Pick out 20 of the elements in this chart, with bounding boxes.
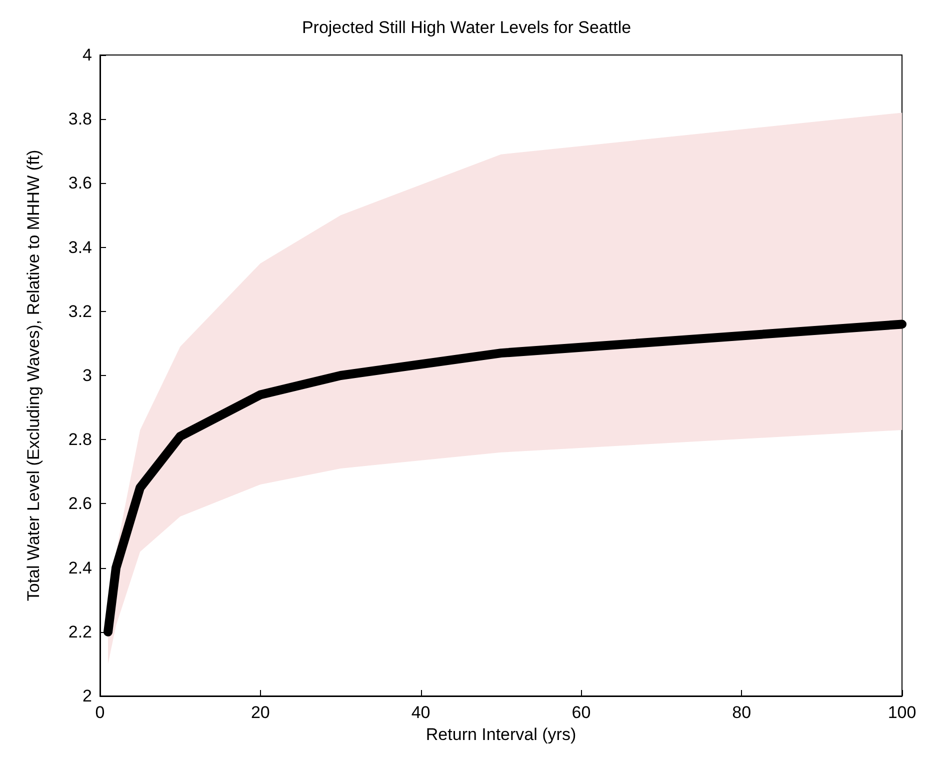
y-axis-title: Total Water Level (Excluding Waves), Relative to MHHW (ft) [24,150,43,602]
chart-title: Projected Still High Water Levels for Seattle [302,18,632,37]
x-axis-title: Return Interval (yrs) [426,725,576,744]
y-tick-label: 3.4 [68,238,92,257]
y-tick-label: 2 [82,686,92,706]
x-tick-label: 80 [732,703,752,722]
y-tick-label: 3.8 [68,110,92,129]
y-tick-label: 4 [82,46,92,64]
x-tick-label: 100 [888,703,916,722]
y-tick-label: 3.6 [68,174,92,193]
y-tick-label: 2.8 [68,430,92,450]
y-tick-label: 2.4 [68,558,92,578]
x-tick-label: 60 [572,703,591,722]
y-tick-label: 3 [82,366,92,385]
y-tick-label: 3.2 [68,302,92,321]
x-tick-label: 0 [95,703,105,722]
x-tick-label: 20 [250,703,270,722]
x-tick-label: 40 [411,703,430,722]
y-tick-label: 2.6 [68,494,92,514]
y-tick-label: 2.2 [68,622,92,642]
